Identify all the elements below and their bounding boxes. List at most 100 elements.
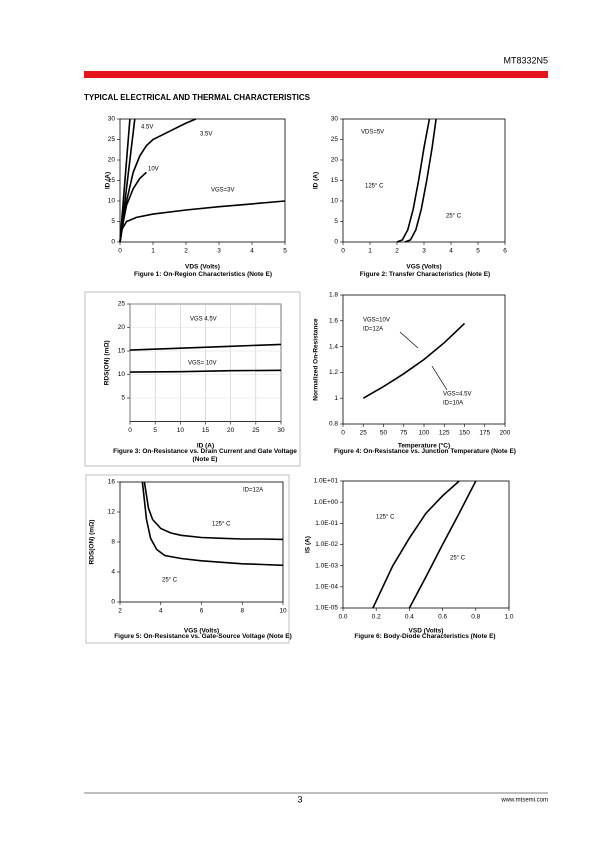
y-tick-label: 0.8: [329, 421, 338, 428]
annotation: 25° C: [162, 578, 178, 584]
y-tick-label: 0: [111, 599, 115, 606]
x-tick-label: 50: [380, 430, 388, 437]
x-tick-label: 100: [419, 430, 430, 437]
y-tick-label: 30: [331, 116, 339, 123]
y-tick-label: 5: [334, 218, 338, 225]
y-tick-label: 12: [108, 509, 116, 516]
data-line: [396, 118, 431, 243]
y-tick-label: 1.0E-01: [315, 520, 338, 527]
y-axis-label: RDS(ON) (mΩ): [104, 340, 111, 385]
x-tick-label: 150: [459, 430, 470, 437]
y-tick-label: 25: [118, 301, 126, 308]
annotation: VGS 4.5V: [190, 317, 217, 323]
y-tick-label: 5: [121, 395, 125, 402]
annotation: VGS=3V: [211, 188, 235, 194]
y-tick-label: 0: [111, 239, 115, 246]
x-tick-label: 175: [479, 430, 490, 437]
annotation: 4.5V: [141, 125, 153, 131]
x-tick-label: 6: [503, 248, 507, 255]
y-tick-label: 1.0E+00: [314, 499, 339, 506]
y-tick-label: 15: [118, 348, 126, 355]
data-line: [119, 118, 197, 243]
x-tick-label: 0: [341, 248, 345, 255]
x-tick-label: 2: [118, 608, 122, 615]
y-tick-label: 1.0E-02: [315, 541, 338, 548]
arrow: [399, 331, 419, 349]
y-axis-label: RDS(ON) (mΩ): [89, 520, 96, 565]
footer-url: www.mtsemi.com: [500, 798, 548, 804]
x-axis-label: VSD (Volts): [409, 628, 444, 635]
data-line: [119, 118, 131, 243]
data-line: [372, 480, 460, 609]
x-tick-label: 6: [200, 608, 204, 615]
y-tick-label: 25: [331, 136, 339, 143]
x-tick-label: 200: [500, 430, 511, 437]
x-tick-label: 5: [476, 248, 480, 255]
y-tick-label: 1.4: [329, 343, 338, 350]
x-tick-label: 10: [177, 427, 185, 434]
x-tick-label: 4: [250, 248, 254, 255]
x-tick-label: 3: [422, 248, 426, 255]
section-title: TYPICAL ELECTRICAL AND THERMAL CHARACTER…: [84, 93, 311, 102]
plot-area: [119, 118, 286, 243]
x-tick-label: 0.4: [405, 614, 414, 621]
chart-box: [85, 474, 290, 644]
x-tick-label: 4: [159, 608, 163, 615]
y-tick-label: 16: [108, 479, 116, 486]
x-axis-label: VGS (Volts): [184, 628, 219, 635]
annotation: 125° C: [212, 522, 231, 528]
annotation: VGS=4.5V: [443, 392, 472, 398]
y-tick-label: 0: [334, 239, 338, 246]
y-axis-label: Normalized On-Resistance: [313, 318, 320, 401]
annotation: VGS= 10V: [188, 361, 217, 367]
y-tick-label: 25: [108, 136, 116, 143]
x-tick-label: 0.0: [338, 614, 347, 621]
data-line: [143, 481, 284, 541]
y-tick-label: 20: [108, 157, 116, 164]
y-tick-label: 30: [108, 116, 116, 123]
y-axis-label: ID (A): [313, 172, 320, 189]
data-line: [129, 369, 282, 373]
y-tick-label: 1.2: [329, 369, 338, 376]
x-tick-label: 75: [400, 430, 408, 437]
y-tick-label: 10: [331, 198, 339, 205]
x-tick-label: 20: [227, 427, 235, 434]
y-tick-label: 10: [108, 198, 116, 205]
annotation: ID=12A: [243, 488, 263, 494]
x-axis-label: ID (A): [197, 443, 214, 450]
x-tick-label: 1.0: [504, 614, 513, 621]
data-line: [119, 200, 286, 243]
x-tick-label: 8: [240, 608, 244, 615]
x-tick-label: 0.8: [471, 614, 480, 621]
y-tick-label: 8: [111, 539, 115, 546]
y-tick-label: 5: [111, 218, 115, 225]
figure-caption: Figure 5: On-Resistance vs. Gate-Source …: [114, 633, 292, 640]
x-axis-label: VGS (Volts): [406, 264, 441, 271]
x-tick-label: 10: [279, 608, 287, 615]
data-line: [119, 171, 147, 243]
y-tick-label: 1.0E-04: [315, 584, 338, 591]
data-line: [129, 343, 282, 351]
x-tick-label: 0: [128, 427, 132, 434]
data-line: [141, 481, 284, 567]
x-tick-label: 15: [202, 427, 210, 434]
x-tick-label: 1: [151, 248, 155, 255]
x-tick-label: 25: [252, 427, 260, 434]
x-tick-label: 4: [449, 248, 453, 255]
y-tick-label: 15: [331, 177, 339, 184]
y-tick-label: 15: [108, 177, 116, 184]
plot-area: [342, 118, 506, 243]
y-tick-label: 1.8: [329, 292, 338, 299]
x-tick-label: 2: [184, 248, 188, 255]
x-tick-label: 25: [360, 430, 368, 437]
y-tick-label: 1.0E-05: [315, 605, 338, 612]
part-number: MT8332N5: [503, 55, 548, 65]
figure-caption: Figure 2: Transfer Characteristics (Note…: [359, 271, 491, 278]
annotation: 125° C: [365, 184, 384, 190]
annotation: ID=10A: [443, 401, 463, 407]
annotation: VGS=10V: [363, 318, 390, 324]
x-tick-label: 1: [368, 248, 372, 255]
x-axis-label: Temperature (°C): [398, 442, 450, 450]
